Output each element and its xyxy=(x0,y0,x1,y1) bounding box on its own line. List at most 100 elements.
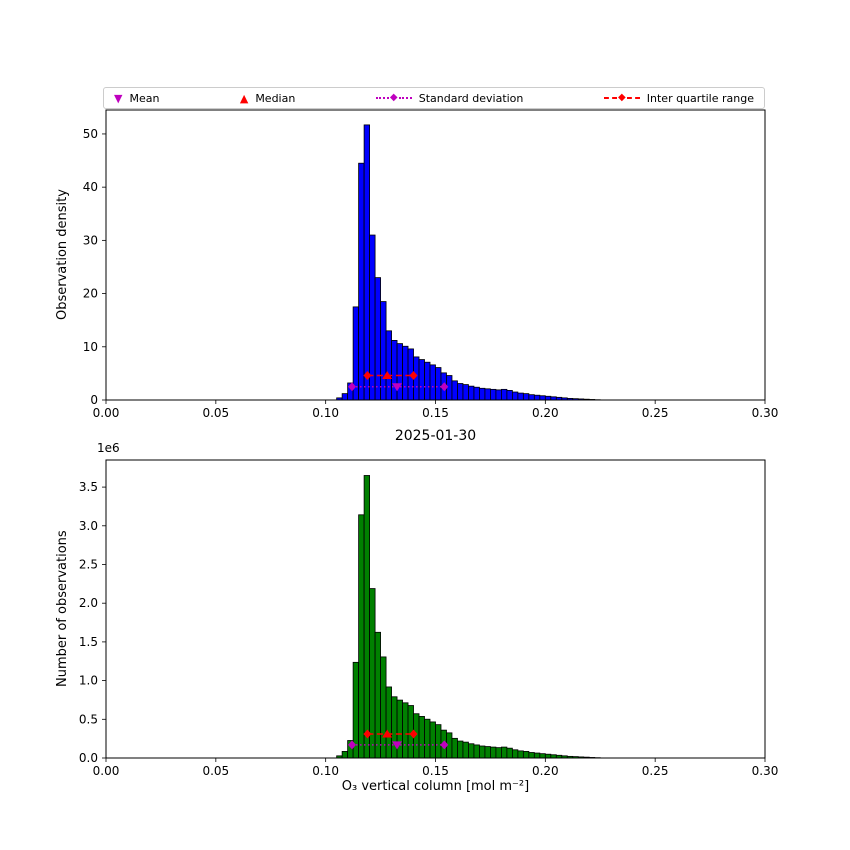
x-tick-label: 0.10 xyxy=(312,406,339,420)
y-tick-label: 40 xyxy=(83,180,98,194)
diamond-marker xyxy=(363,729,372,739)
histogram-bar xyxy=(500,388,508,401)
dashed-line-segment xyxy=(626,97,640,99)
legend-label-median: Median xyxy=(255,91,296,105)
histogram-bar xyxy=(473,744,480,759)
histogram-bar xyxy=(358,514,365,759)
diamond-icon: ◆ xyxy=(389,92,398,103)
y-tick-label: 1.5 xyxy=(79,635,98,649)
histogram-bar xyxy=(341,751,349,759)
histogram-bar xyxy=(429,364,436,401)
histogram-bar xyxy=(544,395,552,401)
histogram-bar xyxy=(468,385,475,401)
histogram-bar xyxy=(429,721,436,759)
histogram-bar xyxy=(424,361,431,401)
histogram-bar xyxy=(451,737,458,759)
histogram-bar xyxy=(435,367,442,401)
diamond-marker xyxy=(363,371,372,381)
dotted-line-segment xyxy=(375,97,389,99)
histogram-bar xyxy=(468,743,475,759)
x-tick-label: 0.30 xyxy=(752,406,779,420)
y-tick-label: 30 xyxy=(83,233,98,247)
histogram-bar xyxy=(435,724,442,759)
histogram-bar xyxy=(539,395,546,401)
dashed-line-segment xyxy=(603,97,617,99)
x-axis-label: O₃ vertical column [mol m⁻²] xyxy=(341,779,530,794)
histogram-bar xyxy=(385,686,392,759)
histogram-bar xyxy=(418,716,425,759)
mean-triangle-marker xyxy=(392,741,403,750)
histogram-bar xyxy=(363,124,371,401)
histogram-bar xyxy=(385,330,392,401)
legend-label-mean: Mean xyxy=(129,91,160,105)
median-triangle-marker xyxy=(382,729,393,738)
x-tick-label: 0.10 xyxy=(312,764,339,778)
histogram-bar xyxy=(380,656,387,759)
x-tick-label: 0.15 xyxy=(422,764,449,778)
y-tick-label: 3.0 xyxy=(79,519,98,533)
histogram-bar xyxy=(457,383,464,401)
diamond-marker xyxy=(409,371,418,381)
diamond-marker xyxy=(409,729,418,739)
y-tick-label: 20 xyxy=(83,287,98,301)
histogram-bar xyxy=(506,747,513,759)
histogram-bar xyxy=(402,702,409,759)
y-axis-offset-text: 1e6 xyxy=(97,441,120,455)
histogram-bar xyxy=(369,588,376,759)
legend: ▼ Mean ▲ Median ◆ Standard deviation ◆ I… xyxy=(103,87,765,109)
histogram-bar xyxy=(517,392,524,401)
y-tick-label: 0.0 xyxy=(79,751,98,765)
histogram-bar xyxy=(358,162,365,401)
x-tick-label: 0.00 xyxy=(93,406,120,420)
histogram-bar xyxy=(511,391,519,401)
y-tick-label: 0 xyxy=(90,393,98,407)
iqr-line-diamond-icon: ◆ xyxy=(603,93,640,103)
histogram-bar xyxy=(374,631,381,759)
y-tick-label: 50 xyxy=(83,127,98,141)
histogram-bar xyxy=(451,380,458,401)
histogram-bar xyxy=(462,384,469,401)
x-tick-label: 0.20 xyxy=(532,764,559,778)
histogram-bar xyxy=(544,753,552,759)
histogram-bar xyxy=(495,747,502,759)
y-axis-label-bottom: Number of observations xyxy=(55,530,70,688)
x-tick-label: 0.00 xyxy=(93,764,120,778)
diamond-marker xyxy=(440,740,449,750)
histogram-bar xyxy=(462,741,469,759)
histogram-bar xyxy=(490,746,497,759)
legend-item-mean: ▼ Mean xyxy=(114,93,159,104)
histogram-bar xyxy=(418,359,425,401)
mean-triangle-marker xyxy=(392,383,403,392)
histogram-bar xyxy=(424,718,431,759)
legend-label-iqr: Inter quartile range xyxy=(646,91,754,105)
histogram-bar xyxy=(380,301,387,401)
x-tick-label: 0.05 xyxy=(202,406,229,420)
histogram-bar xyxy=(533,752,541,759)
histogram-bar xyxy=(522,393,530,401)
histogram-bar xyxy=(517,750,524,759)
histogram-bar xyxy=(533,394,541,401)
std-deviation-line-diamond-icon: ◆ xyxy=(375,92,412,103)
histogram-bar xyxy=(341,393,349,401)
x-tick-label: 0.20 xyxy=(532,406,559,420)
histogram-bar xyxy=(363,475,371,759)
y-axis-label-top: Observation density xyxy=(55,189,70,321)
histogram-bar xyxy=(490,388,497,401)
histogram-bar xyxy=(374,277,381,401)
y-tick-label: 3.5 xyxy=(79,480,98,494)
histogram-bar xyxy=(396,699,403,759)
histogram-bar xyxy=(522,751,530,759)
axes-frame xyxy=(105,459,766,759)
histogram-bar xyxy=(396,343,403,401)
axes-frame xyxy=(105,109,766,401)
diamond-marker xyxy=(348,382,357,392)
histogram-bar xyxy=(506,390,513,401)
histogram-bar xyxy=(484,388,491,401)
y-tick-label: 0.5 xyxy=(79,712,98,726)
histogram-bar xyxy=(528,752,535,759)
histogram-bar xyxy=(391,696,398,759)
x-tick-label: 0.25 xyxy=(642,764,669,778)
histogram-bar xyxy=(495,389,502,401)
